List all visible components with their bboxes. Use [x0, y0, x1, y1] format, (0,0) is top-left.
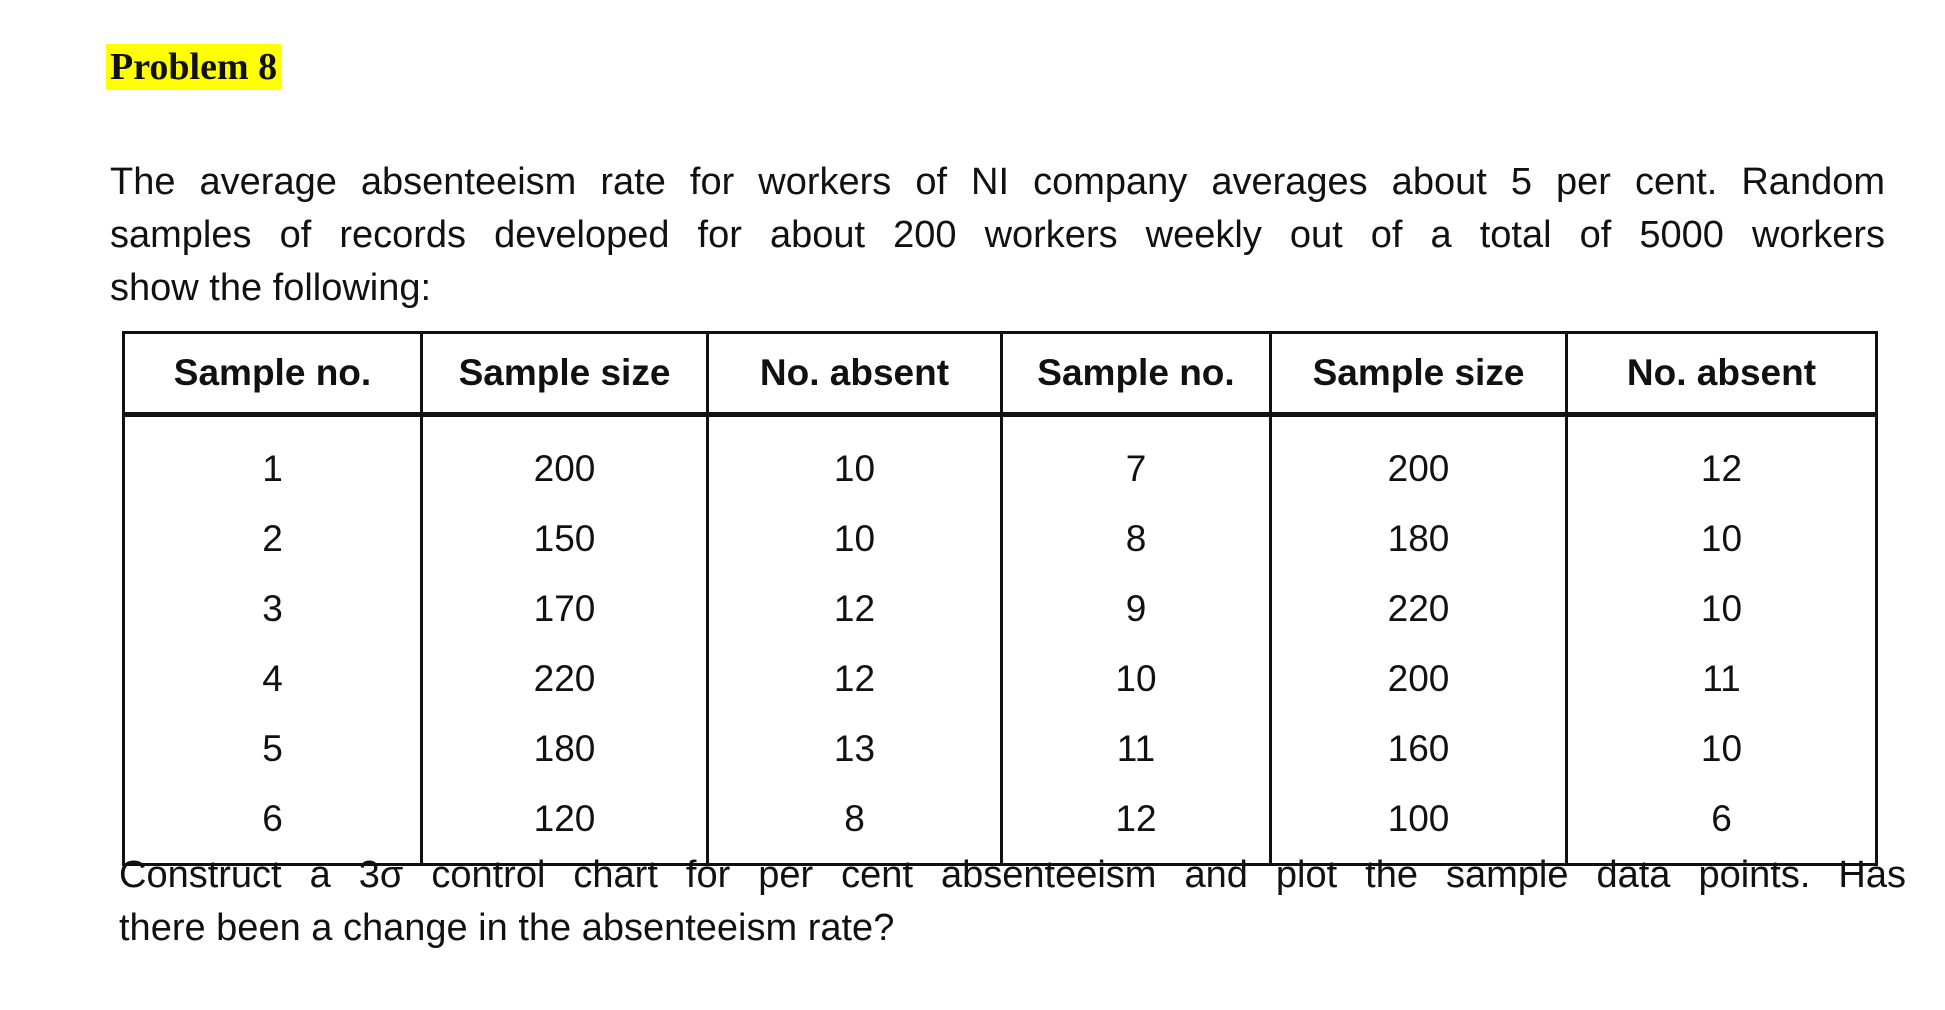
- table-cell: 6: [1565, 784, 1878, 866]
- table-cell: 10: [1565, 714, 1878, 784]
- text-line: Construct a 3σ control chart for per cen…: [119, 854, 1906, 896]
- text-line: show the following:: [110, 267, 432, 309]
- table-row: 6 120 8 12 100 6: [122, 784, 1878, 866]
- table-cell: 10: [1000, 644, 1272, 714]
- table-cell: 170: [420, 574, 709, 644]
- table-cell: 220: [1269, 574, 1568, 644]
- table-cell: 10: [1565, 574, 1878, 644]
- table-cell: 5: [122, 714, 423, 784]
- column-header: Sample no.: [122, 331, 423, 417]
- table-cell: 150: [420, 504, 709, 574]
- text-line: samples of records developed for about 2…: [110, 214, 1885, 256]
- table-cell: 3: [122, 574, 423, 644]
- table-row: 2 150 10 8 180 10: [122, 504, 1878, 574]
- table-row: 3 170 12 9 220 10: [122, 574, 1878, 644]
- table-row: 4 220 12 10 200 11: [122, 644, 1878, 714]
- table-cell: 12: [1565, 414, 1878, 504]
- table-cell: 2: [122, 504, 423, 574]
- table-cell: 9: [1000, 574, 1272, 644]
- header-row: Sample no. Sample size No. absent Sample no…: [122, 331, 1878, 417]
- table-cell: 10: [706, 504, 1003, 574]
- table-cell: 100: [1269, 784, 1568, 866]
- table-cell: 180: [1269, 504, 1568, 574]
- table-cell: 200: [1269, 414, 1568, 504]
- problem-title: Problem 8: [106, 44, 282, 90]
- table-cell: 12: [706, 644, 1003, 714]
- table-cell: 11: [1000, 714, 1272, 784]
- table-cell: 12: [1000, 784, 1272, 866]
- text-line: there been a change in the absenteeism r…: [119, 907, 895, 949]
- intro-paragraph: The average absenteeism rate for workers…: [110, 156, 1885, 315]
- table-row: 1 200 10 7 200 12: [122, 414, 1878, 504]
- table-cell: 220: [420, 644, 709, 714]
- table-cell: 160: [1269, 714, 1568, 784]
- column-header: Sample size: [420, 331, 709, 417]
- table-cell: 200: [1269, 644, 1568, 714]
- table-cell: 8: [1000, 504, 1272, 574]
- table-cell: 13: [706, 714, 1003, 784]
- column-header: No. absent: [706, 331, 1003, 417]
- data-table: Sample no. Sample size No. absent Sample no…: [122, 331, 1878, 866]
- column-header: Sample no.: [1000, 331, 1272, 417]
- table-cell: 1: [122, 414, 423, 504]
- table-cell: 6: [122, 784, 423, 866]
- table-cell: 180: [420, 714, 709, 784]
- table-cell: 10: [1565, 504, 1878, 574]
- table-cell: 12: [706, 574, 1003, 644]
- table-row: 5 180 13 11 160 10: [122, 714, 1878, 784]
- column-header: Sample size: [1269, 331, 1568, 417]
- table-cell: 4: [122, 644, 423, 714]
- text-line: The average absenteeism rate for workers…: [110, 161, 1885, 203]
- table-cell: 8: [706, 784, 1003, 866]
- question-paragraph: Construct a 3σ control chart for per cen…: [119, 849, 1906, 955]
- table-cell: 200: [420, 414, 709, 504]
- column-header: No. absent: [1565, 331, 1878, 417]
- table-cell: 10: [706, 414, 1003, 504]
- table-cell: 11: [1565, 644, 1878, 714]
- table-cell: 7: [1000, 414, 1272, 504]
- table-cell: 120: [420, 784, 709, 866]
